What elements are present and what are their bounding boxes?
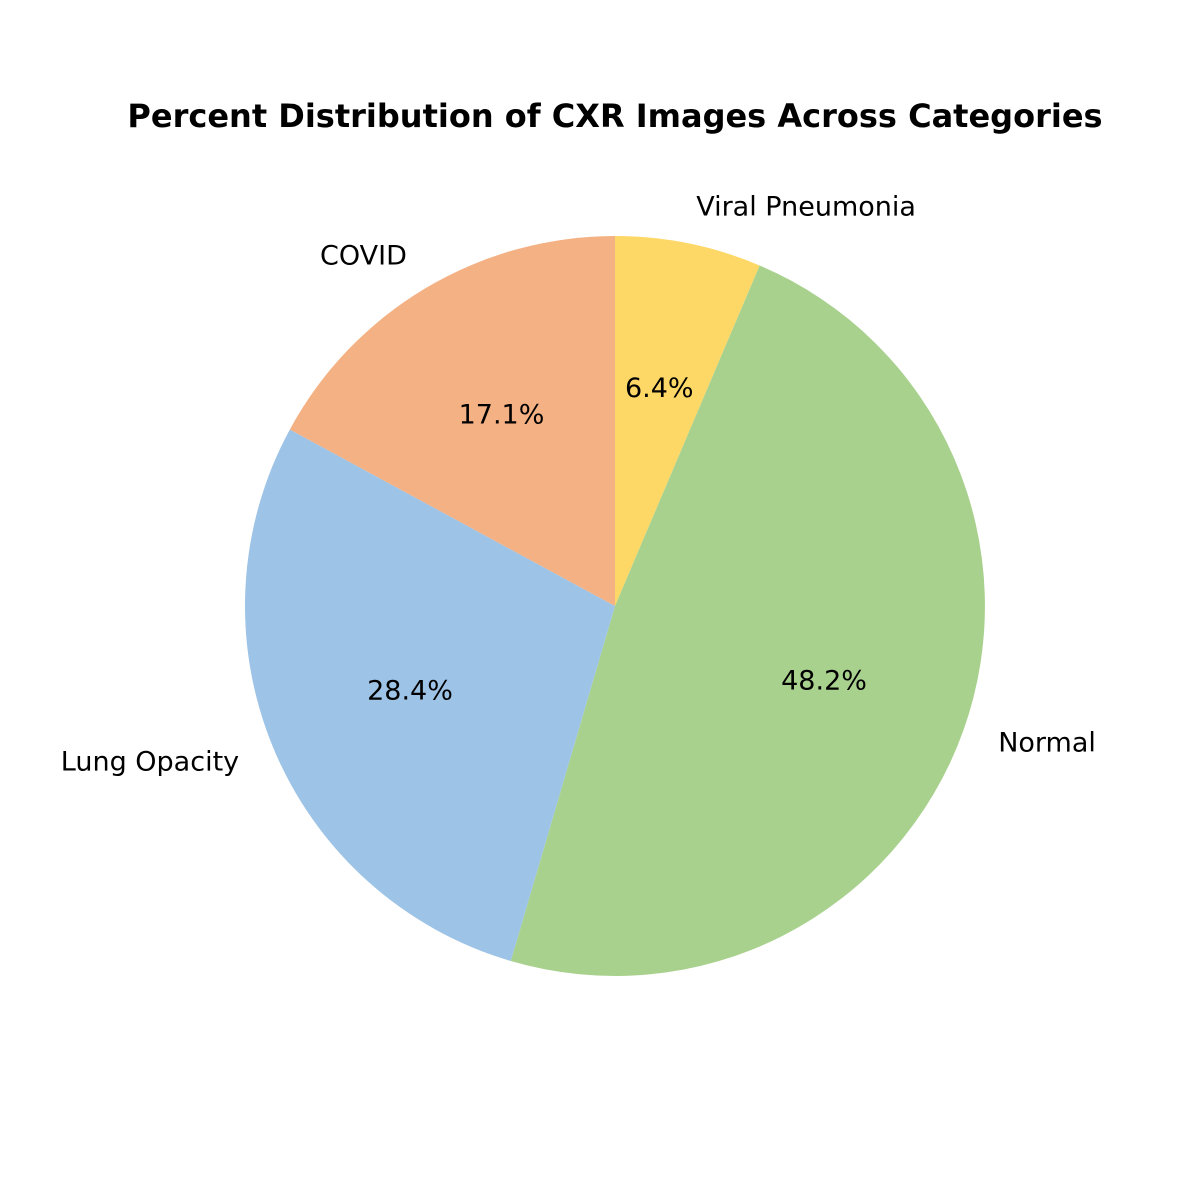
slice-label-normal: Normal [998, 728, 1096, 759]
pie-labels: Viral Pneumonia 6.4% Normal 48.2% Lung Opaci… [61, 192, 1096, 778]
pie-slices [244, 236, 985, 976]
slice-percent-covid: 17.1% [459, 400, 545, 431]
slice-percent-normal: 48.2% [781, 665, 867, 696]
slice-label-covid: COVID [320, 241, 407, 272]
pie-slice-viral-pneumonia [615, 236, 760, 606]
slice-percent-lung-opacity: 28.4% [367, 676, 453, 707]
slice-label-lung-opacity: Lung Opacity [61, 747, 239, 778]
pie-slice-normal [510, 265, 985, 976]
slice-percent-viral-pneumonia: 6.4% [625, 373, 694, 404]
slice-label-viral-pneumonia: Viral Pneumonia [696, 192, 916, 223]
pie-slice-covid [289, 236, 615, 606]
pie-slice-lung-opacity [244, 429, 615, 962]
chart-title: Percent Distribution of CXR Images Acros… [127, 97, 1102, 135]
